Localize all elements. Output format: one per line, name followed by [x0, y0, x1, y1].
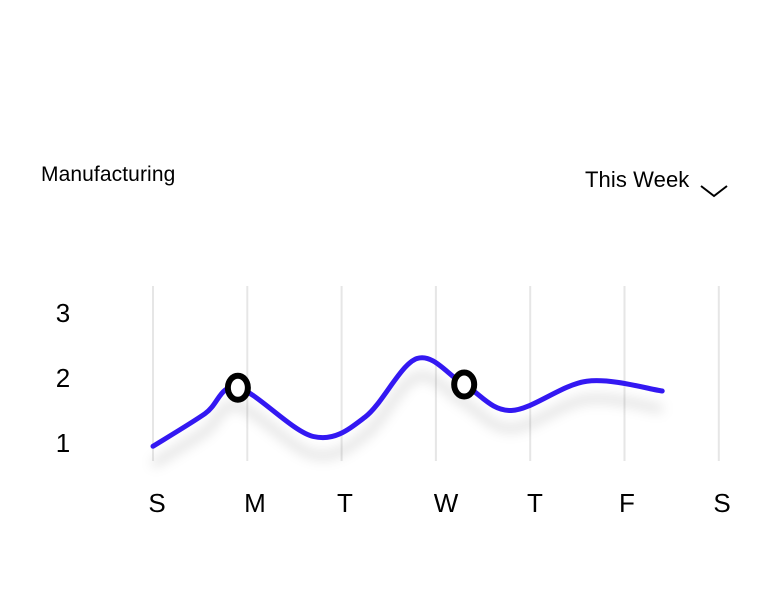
x-tick-label: W [434, 488, 459, 518]
period-select[interactable]: This Week [585, 167, 729, 198]
chart-title: Manufacturing [41, 163, 176, 186]
x-tick-label: M [244, 488, 266, 518]
y-axis: 1 2 3 [56, 298, 70, 458]
y-tick-label: 3 [56, 298, 70, 328]
x-tick-label: T [527, 488, 543, 518]
period-select-value: This Week [585, 167, 690, 192]
x-tick-label: S [148, 488, 165, 518]
y-tick-label: 2 [56, 363, 70, 393]
x-tick-label: T [337, 488, 353, 518]
grid-lines [152, 286, 720, 461]
x-tick-label: S [713, 488, 730, 518]
chevron-down-icon [700, 185, 729, 198]
x-tick-label: F [619, 488, 635, 518]
series-layer [150, 355, 665, 467]
series-line [150, 355, 665, 449]
series-line-shadow [151, 372, 663, 467]
data-point-marker[interactable] [451, 369, 478, 400]
y-tick-label: 1 [56, 428, 70, 458]
data-point-marker[interactable] [224, 372, 251, 403]
